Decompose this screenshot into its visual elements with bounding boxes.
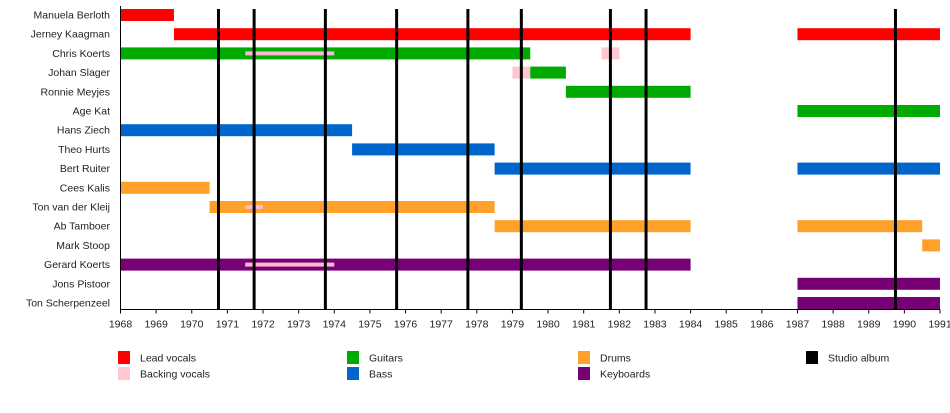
member-label: Cees Kalis xyxy=(60,182,110,194)
legend-swatch-studio-album xyxy=(806,351,818,364)
x-tick-label: 1971 xyxy=(216,319,240,331)
bar-bass xyxy=(797,162,940,175)
x-tick-label: 1974 xyxy=(323,319,347,331)
x-tick-label: 1990 xyxy=(893,319,917,331)
x-tick-label: 1985 xyxy=(715,319,739,331)
bar-keyboards xyxy=(797,297,940,309)
x-tick-label: 1969 xyxy=(144,319,168,331)
member-label: Chris Koerts xyxy=(52,48,110,60)
bar-keyboards xyxy=(797,277,940,290)
member-label: Ton van der Kleij xyxy=(32,202,110,214)
bar-lead-vocals xyxy=(797,28,940,41)
legend-swatch-backing-vocals xyxy=(118,367,130,380)
legend-swatch-bass xyxy=(347,367,359,380)
bar-drums xyxy=(494,220,691,233)
x-tick-label: 1989 xyxy=(857,319,881,331)
legend-label-keyboards: Keyboards xyxy=(600,369,650,381)
member-label: Gerard Koerts xyxy=(44,259,110,271)
member-label: Theo Hurts xyxy=(58,144,110,156)
x-tick-label: 1975 xyxy=(358,319,382,331)
bar-bass xyxy=(120,124,353,137)
bar-bass xyxy=(494,162,691,175)
x-tick-label: 1986 xyxy=(750,319,774,331)
legend-label-drums: Drums xyxy=(600,353,631,365)
x-tick-label: 1970 xyxy=(180,319,204,331)
legend-label-guitars: Guitars xyxy=(369,353,403,365)
member-label: Ton Scherpenzeel xyxy=(26,298,110,310)
x-tick-label: 1979 xyxy=(501,319,525,331)
legend-label-studio-album: Studio album xyxy=(828,353,890,365)
bar-bass xyxy=(352,143,495,156)
x-tick-label: 1968 xyxy=(109,319,133,331)
x-tick-label: 1988 xyxy=(821,319,845,331)
legend-label-backing-vocals: Backing vocals xyxy=(140,369,210,381)
member-label: Ab Tamboer xyxy=(54,221,111,233)
member-label: Jons Pistoor xyxy=(52,278,110,290)
legend-swatch-drums xyxy=(578,351,590,364)
member-label: Hans Ziech xyxy=(57,125,110,137)
x-tick-label: 1984 xyxy=(679,319,703,331)
x-tick-label: 1973 xyxy=(287,319,311,331)
bar-backing-vocals-overlay xyxy=(245,51,335,56)
x-tick-label: 1976 xyxy=(394,319,418,331)
x-tick-label: 1983 xyxy=(643,319,667,331)
member-label: Johan Slager xyxy=(48,67,110,79)
legend-swatch-guitars xyxy=(347,351,359,364)
bar-drums xyxy=(922,239,940,252)
bar-drums xyxy=(209,201,495,213)
member-label: Manuela Berloth xyxy=(34,10,111,22)
bar-guitars xyxy=(530,66,566,79)
legend-label-bass: Bass xyxy=(369,369,392,381)
bar-lead-vocals xyxy=(173,28,691,41)
x-tick-label: 1981 xyxy=(572,319,596,331)
bar-guitars xyxy=(797,105,940,117)
bar-guitars xyxy=(565,85,691,98)
member-label: Age Kat xyxy=(73,106,110,118)
legend-swatch-keyboards xyxy=(578,367,590,380)
bar-drums xyxy=(120,181,210,194)
x-tick-label: 1982 xyxy=(608,319,632,331)
legend-label-lead-vocals: Lead vocals xyxy=(140,353,196,365)
x-tick-label: 1980 xyxy=(536,319,560,331)
member-label: Mark Stoop xyxy=(56,240,110,252)
x-tick-label: 1991 xyxy=(928,319,950,331)
x-tick-label: 1978 xyxy=(465,319,489,331)
bar-backing-vocals-overlay xyxy=(245,262,335,267)
member-label: Bert Ruiter xyxy=(60,163,111,175)
bar-lead-vocals xyxy=(120,9,174,21)
member-label: Jerney Kaagman xyxy=(31,29,111,41)
x-tick-label: 1977 xyxy=(429,319,453,331)
bar-drums xyxy=(797,220,923,233)
bar-keyboards xyxy=(120,258,691,271)
x-tick-label: 1987 xyxy=(786,319,810,331)
member-label: Ronnie Meyjes xyxy=(41,86,110,98)
legend-swatch-lead-vocals xyxy=(118,351,130,364)
x-tick-label: 1972 xyxy=(251,319,275,331)
